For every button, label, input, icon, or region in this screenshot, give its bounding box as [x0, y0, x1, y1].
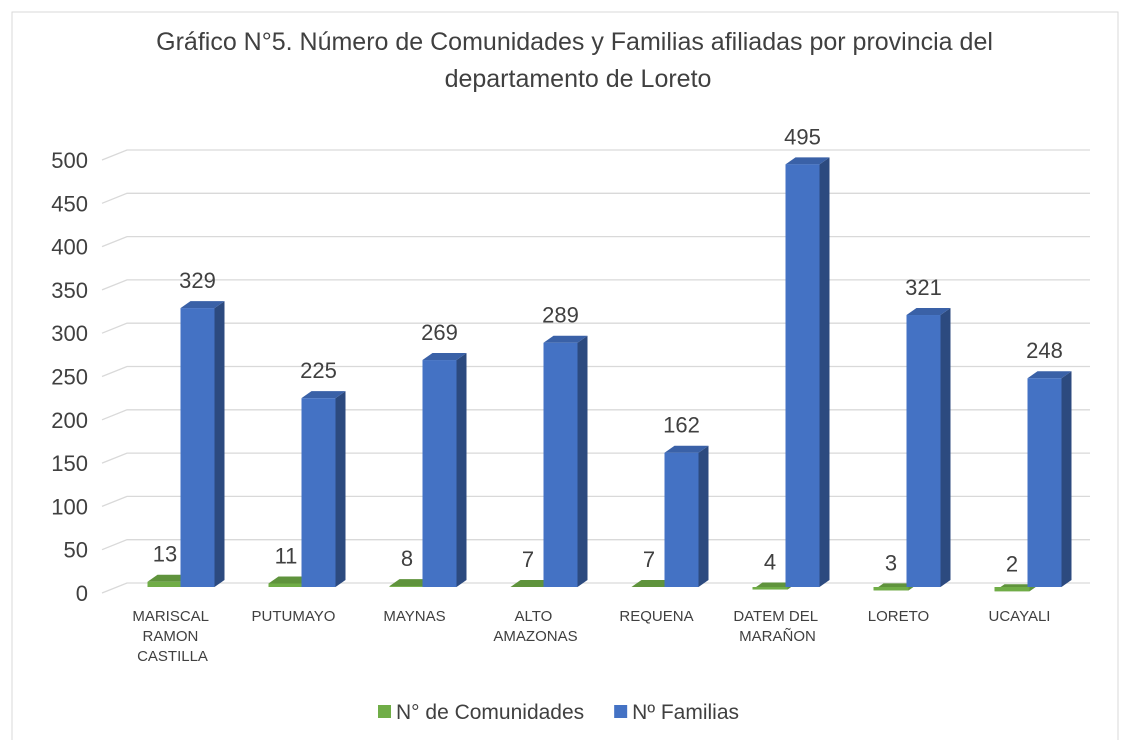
- x-tick-label: REQUENA: [619, 608, 693, 625]
- y-tick-label: 350: [51, 278, 88, 303]
- bar-front: [664, 452, 699, 587]
- bar: [543, 335, 588, 587]
- bar: [180, 301, 225, 587]
- bar-side: [819, 157, 830, 587]
- data-label: 269: [421, 320, 458, 345]
- y-tick-label: 100: [51, 494, 88, 519]
- data-label: 321: [905, 275, 942, 300]
- x-tick-label: MAYNAS: [383, 608, 445, 625]
- bar-side: [335, 391, 346, 587]
- bar-front: [906, 315, 941, 587]
- bar-front: [785, 164, 820, 587]
- legend-label: N° de Comunidades: [396, 701, 584, 724]
- bar: [906, 308, 951, 587]
- y-tick-label: 50: [64, 538, 88, 563]
- bar: [422, 353, 467, 587]
- data-label: 11: [275, 543, 298, 568]
- y-tick-label: 500: [51, 148, 88, 173]
- bar-top: [785, 157, 830, 165]
- bar-top: [180, 301, 225, 309]
- data-label: 8: [401, 546, 413, 571]
- data-label: 495: [784, 124, 821, 149]
- data-label: 4: [764, 550, 776, 575]
- bar-side: [577, 335, 588, 587]
- bar-side: [214, 301, 225, 587]
- grid-line: [101, 192, 1090, 204]
- data-label: 329: [179, 268, 216, 293]
- bar-front: [543, 342, 578, 587]
- grid-line: [101, 322, 1090, 334]
- bar-front: [752, 587, 788, 590]
- y-tick-label: 300: [51, 321, 88, 346]
- x-tick-label: DATEM DEL MARAÑON: [733, 608, 821, 645]
- bar-side: [456, 353, 467, 587]
- bar-front: [147, 581, 183, 587]
- bar-front: [301, 398, 336, 587]
- data-label: 2: [1006, 551, 1018, 576]
- grid-line: [101, 365, 1090, 378]
- grid-line: [101, 235, 1090, 248]
- bar-front: [873, 587, 909, 591]
- grid-line: [101, 452, 1090, 464]
- grid-line: [101, 409, 1090, 421]
- grid-line: [101, 279, 1090, 291]
- legend-swatch: [614, 705, 628, 718]
- bar-front: [1027, 378, 1062, 587]
- y-tick-label: 0: [76, 581, 88, 606]
- bar-side: [1061, 371, 1072, 587]
- bar: [1027, 371, 1072, 587]
- x-tick-label: ALTO AMAZONAS: [493, 608, 577, 645]
- bar-front: [994, 587, 1030, 592]
- bar-top: [664, 445, 709, 453]
- y-tick-label: 400: [51, 235, 88, 260]
- y-tick-label: 250: [51, 365, 88, 390]
- y-tick-label: 150: [51, 451, 88, 476]
- x-tick-label: UCAYALI: [989, 608, 1051, 625]
- legend-label: Nº Familias: [632, 701, 739, 724]
- bar-side: [698, 445, 709, 587]
- legend-swatch: [378, 705, 391, 718]
- data-label: 162: [663, 413, 700, 438]
- grid-line: [101, 539, 1090, 551]
- grid-line: [101, 495, 1090, 508]
- bar: [301, 391, 346, 587]
- data-label: 3: [885, 550, 897, 575]
- chart-title: Gráfico N°5. Número de Comunidades y Fam…: [156, 28, 1000, 93]
- x-tick-label: PUTUMAYO: [252, 608, 336, 625]
- x-tick-label: LORETO: [868, 608, 929, 625]
- x-tick-label: MARISCAL RAMON CASTILLA: [132, 608, 212, 665]
- bar-front: [389, 586, 425, 587]
- bar-top: [1027, 371, 1072, 379]
- bar-front: [268, 583, 304, 587]
- data-label: 13: [153, 542, 177, 567]
- data-label: 225: [300, 358, 337, 383]
- data-label: 248: [1026, 338, 1063, 363]
- bar-top: [301, 391, 346, 399]
- y-tick-label: 200: [51, 408, 88, 433]
- bar-top: [422, 353, 467, 361]
- bar: [664, 445, 709, 587]
- bar: [785, 157, 830, 587]
- data-label: 7: [522, 547, 534, 572]
- bar-front: [422, 360, 457, 587]
- bar-front: [180, 308, 215, 587]
- bar-top: [543, 335, 588, 343]
- bar-top: [906, 308, 951, 316]
- y-tick-label: 450: [51, 191, 88, 216]
- bar-side: [940, 308, 951, 587]
- grid-line: [101, 149, 1090, 161]
- data-label: 289: [542, 303, 579, 328]
- data-label: 7: [643, 547, 655, 572]
